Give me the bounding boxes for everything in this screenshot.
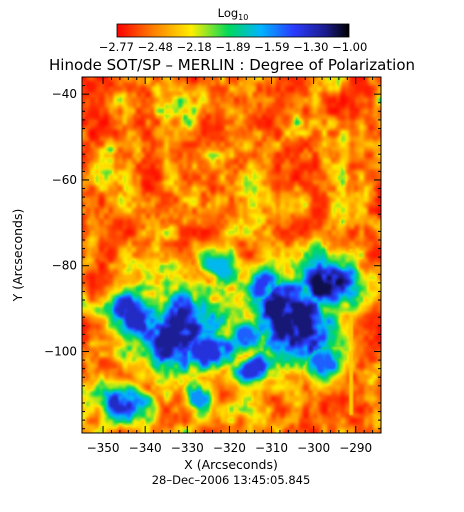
- chart-title: Hinode SOT/SP – MERLIN : Degree of Polar…: [49, 56, 415, 74]
- x-tick-label: −330: [171, 441, 204, 455]
- x-tick-label: −300: [297, 441, 330, 455]
- y-tick-label: −40: [52, 87, 77, 101]
- x-tick-label: −340: [129, 441, 162, 455]
- y-tick-label: −60: [52, 173, 77, 187]
- plot-frame: [81, 76, 382, 434]
- x-tick-label: −310: [255, 441, 288, 455]
- colorbar: [116, 23, 350, 38]
- x-tick-label: −320: [213, 441, 246, 455]
- x-tick-label: −290: [339, 441, 372, 455]
- axis-ticks: [82, 76, 381, 433]
- x-axis-label: X (Arcseconds): [184, 457, 278, 472]
- colorbar-label: Log10: [218, 6, 249, 22]
- x-tick-label: −350: [87, 441, 120, 455]
- y-tick-labels: −100 −80 −60 −40: [44, 87, 77, 358]
- y-axis-label: Y (Arcseconds): [10, 209, 25, 303]
- y-tick-label: −100: [44, 345, 77, 359]
- observation-timestamp: 28–Dec–2006 13:45:05.845: [152, 473, 311, 487]
- y-tick-label: −80: [52, 259, 77, 273]
- x-tick-labels: −350 −340 −330 −320 −310 −300 −290: [87, 441, 373, 455]
- colorbar-tick-labels: −2.77 −2.48 −2.18 −1.89 −1.59 −1.30 −1.0…: [99, 40, 368, 54]
- polarization-heatmap: [82, 77, 381, 433]
